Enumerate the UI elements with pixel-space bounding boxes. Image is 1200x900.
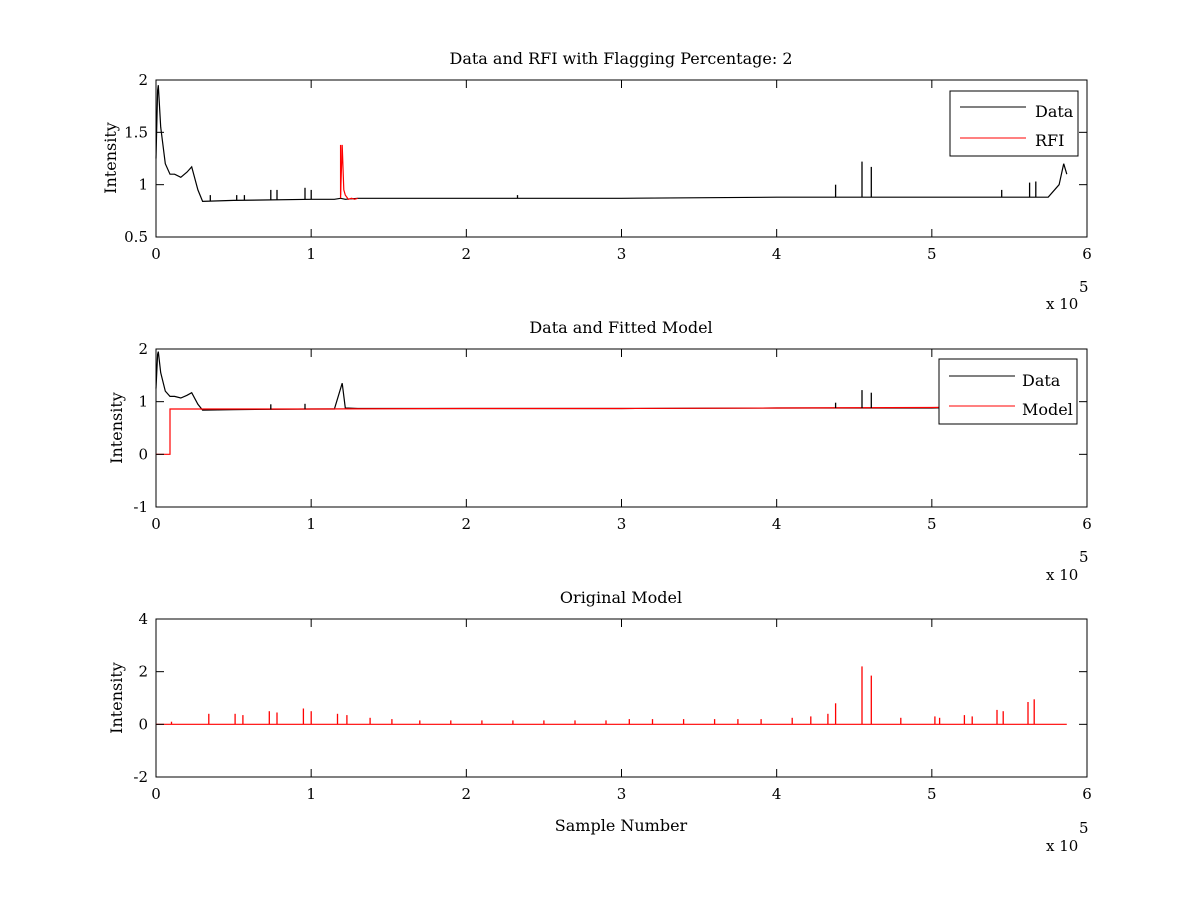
panel-3-x-multiplier-exp: 5: [1079, 819, 1089, 837]
panel-3-x-tick-label: 2: [462, 785, 472, 803]
panel-1-x-multiplier-exp: 5: [1079, 278, 1089, 296]
panel-3-y-tick-label: 0: [138, 715, 148, 733]
panel-3-x-multiplier: x 10: [1046, 837, 1078, 855]
panel-2-x-multiplier-exp: 5: [1079, 548, 1089, 566]
panel-2-legend-model-label: Model: [1022, 400, 1073, 419]
panel-1-x-tick-label: 2: [462, 245, 472, 263]
panel-2-x-tick-label: 5: [927, 515, 937, 533]
panel-2-axes-box: [155, 348, 1088, 508]
panel-3-axes-box: [155, 618, 1088, 778]
panel-1-x-multiplier: x 10: [1046, 295, 1078, 313]
panel-1-y-tick-label: 2: [138, 71, 148, 89]
panel-2-x-multiplier: x 10: [1046, 566, 1078, 584]
panel-2-y-tick-label: 2: [138, 340, 148, 358]
panel-3-x-tick-label: 4: [772, 785, 782, 803]
panel-3-series-layer: [156, 666, 1067, 725]
panel-3-xlabel: Sample Number: [555, 816, 688, 835]
panel-1-y-tick-label: 1: [138, 176, 148, 194]
panel-1-legend: Data RFI: [949, 90, 1079, 157]
panel-3-title: Original Model: [560, 588, 682, 607]
panel-3-x-tick-label: 1: [306, 785, 316, 803]
panel-1: Data and RFI with Flagging Percentage: 2…: [101, 49, 1092, 313]
panel-1-x-tick-label: 5: [927, 245, 937, 263]
panel-2-x-tick-label: 2: [462, 515, 472, 533]
panel-3-x-tick-label: 3: [617, 785, 627, 803]
panel-1-legend-box: [949, 90, 1079, 157]
panel-1-x-tick-label: 4: [772, 245, 782, 263]
panel-2-title: Data and Fitted Model: [529, 318, 712, 337]
panel-2-y-tick-label: 0: [138, 445, 148, 463]
panel-1-legend-data-label: Data: [1035, 102, 1074, 121]
panel-1-ylabel: Intensity: [101, 122, 120, 194]
panel-2-x-tick-label: 3: [617, 515, 627, 533]
panel-2-x-tick-label: 1: [306, 515, 316, 533]
panel-1-series-rfi-line: [340, 144, 358, 201]
panel-1-series-data-line: [155, 85, 1068, 203]
panel-2-y-tick-label: 1: [138, 393, 148, 411]
panel-2-legend: Data Model: [938, 358, 1078, 425]
panel-1-x-tick-label: 6: [1082, 245, 1092, 263]
panel-3-x-tick-label: 5: [927, 785, 937, 803]
panel-3-y-tick-label: -2: [133, 768, 148, 786]
panel-3-x-tick-label: 6: [1082, 785, 1092, 803]
panel-2-ylabel: Intensity: [107, 392, 126, 464]
panel-1-y-tick-label: 1.5: [124, 123, 148, 141]
panel-1-y-tick-label: 0.5: [124, 228, 148, 246]
panel-2-x-tick-label: 4: [772, 515, 782, 533]
panel-3-y-tick-label: 4: [138, 610, 148, 628]
panel-1-x-tick-label: 0: [151, 245, 161, 263]
panel-2-y-tick-label: -1: [133, 498, 148, 516]
panel-2-x-tick-label: 0: [151, 515, 161, 533]
panel-1-series-layer: [155, 85, 1068, 203]
panel-1-axes-box: [155, 79, 1088, 238]
panel-3-y-tick-label: 2: [138, 663, 148, 681]
panel-1-x-tick-label: 3: [617, 245, 627, 263]
panel-3-ylabel: Intensity: [107, 662, 126, 734]
panel-2-legend-data-label: Data: [1022, 371, 1061, 390]
panel-1-x-tick-label: 1: [306, 245, 316, 263]
panel-2-x-tick-label: 6: [1082, 515, 1092, 533]
panel-1-legend-rfi-label: RFI: [1035, 131, 1064, 150]
panel-3-x-tick-label: 0: [151, 785, 161, 803]
panel-2-legend-box: [938, 358, 1078, 425]
panel-1-title: Data and RFI with Flagging Percentage: 2: [449, 49, 792, 68]
panel-2-series-layer: [155, 351, 979, 455]
panel-2-series-model-line: [156, 406, 979, 455]
panel-1-ticks-layer: 0 1 2 3 4 5 6 0.5 1 1.5 2: [124, 71, 1092, 263]
